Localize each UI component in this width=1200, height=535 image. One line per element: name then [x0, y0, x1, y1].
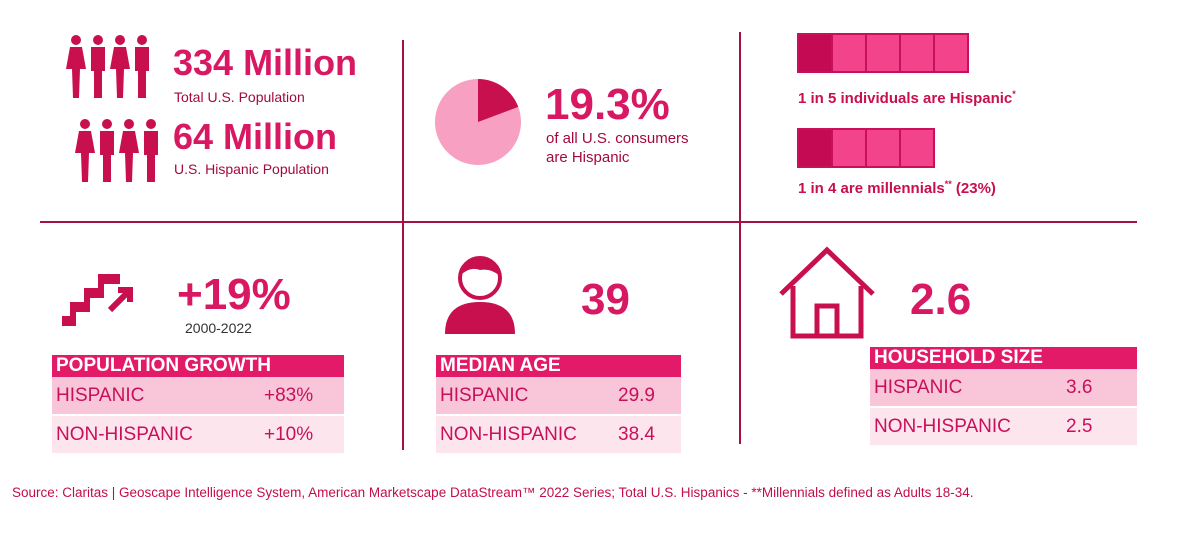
household-value: 2.6: [910, 275, 972, 324]
table-row: NON-HISPANIC +10%: [52, 414, 344, 453]
divider-vertical-1: [402, 40, 404, 450]
ratio-segment: [831, 33, 867, 73]
total-population-value: 334 Million: [173, 42, 358, 83]
ratio-segment: [865, 128, 901, 168]
row-value: 3.6: [1066, 377, 1093, 398]
stairs-growth-icon: [56, 266, 138, 335]
median-age-table: MEDIAN AGE HISPANIC 29.9 NON-HISPANIC 38…: [436, 355, 681, 453]
row-label: NON-HISPANIC: [440, 424, 577, 445]
row-value: 29.9: [618, 385, 655, 406]
row-value: +83%: [264, 385, 314, 406]
hispanic-population-value: 64 Million: [173, 116, 338, 157]
millennial-ratio-bar: [797, 128, 967, 170]
hispanic-ratio-label: 1 in 5 individuals are Hispanic: [798, 90, 1013, 107]
population-growth-table: POPULATION GROWTH HISPANIC +83% NON-HISP…: [52, 355, 344, 453]
household-size-table: HOUSEHOLD SIZE HISPANIC 3.6 NON-HISPANIC…: [870, 347, 1137, 445]
hispanic-ratio-mark: *: [1012, 89, 1016, 99]
ratio-segment: [797, 33, 833, 73]
ratio-segment: [899, 128, 935, 168]
ratio-segment: [899, 33, 935, 73]
median-age-value: 39: [581, 275, 630, 324]
table-row: NON-HISPANIC 38.4: [436, 414, 681, 453]
median-age-title: MEDIAN AGE: [436, 355, 681, 377]
population-growth-title: POPULATION GROWTH: [52, 355, 344, 377]
ratio-segment: [933, 33, 969, 73]
ratio-segment: [831, 128, 867, 168]
people-icon-hispanic: [75, 118, 165, 187]
hispanic-population-label: U.S. Hispanic Population: [174, 161, 329, 177]
pie-chart-icon: [433, 77, 523, 172]
total-population-label: Total U.S. Population: [174, 89, 305, 105]
growth-value: +19%: [177, 270, 291, 319]
row-label: NON-HISPANIC: [56, 424, 193, 445]
ratio-segment: [865, 33, 901, 73]
row-label: HISPANIC: [440, 385, 529, 406]
row-value: 38.4: [618, 424, 655, 445]
row-label: HISPANIC: [56, 385, 145, 406]
row-label: NON-HISPANIC: [874, 416, 1011, 437]
pie-hispanic-slice: [478, 79, 519, 122]
row-value: 2.5: [1066, 416, 1093, 437]
consumers-line2: are Hispanic: [546, 149, 630, 166]
hispanic-ratio-text: 1 in 5 individuals are Hispanic*: [798, 89, 1016, 107]
person-icon: [443, 256, 518, 341]
millennial-ratio-label: 1 in 4 are millennials: [798, 180, 945, 197]
millennial-ratio-suffix: (23%): [951, 180, 996, 197]
row-value: +10%: [264, 424, 314, 445]
divider-vertical-2: [739, 32, 741, 444]
millennial-ratio-text: 1 in 4 are millennials** (23%): [798, 179, 996, 197]
growth-period: 2000-2022: [185, 320, 252, 336]
consumers-line1: of all U.S. consumers: [546, 130, 689, 147]
table-row: HISPANIC 3.6: [870, 369, 1137, 406]
table-row: HISPANIC +83%: [52, 377, 344, 414]
source-footnote: Source: Claritas | Geoscape Intelligence…: [12, 485, 974, 500]
divider-horizontal: [40, 221, 1137, 223]
household-size-title: HOUSEHOLD SIZE: [870, 347, 1137, 369]
hispanic-ratio-bar: [797, 33, 1007, 75]
ratio-segment: [797, 128, 833, 168]
people-icon: [66, 34, 156, 103]
millennial-ratio-mark: **: [944, 179, 952, 189]
house-icon: [777, 244, 877, 345]
row-label: HISPANIC: [874, 377, 963, 398]
table-row: NON-HISPANIC 2.5: [870, 406, 1137, 445]
table-row: HISPANIC 29.9: [436, 377, 681, 414]
consumers-percent: 19.3%: [545, 80, 670, 129]
